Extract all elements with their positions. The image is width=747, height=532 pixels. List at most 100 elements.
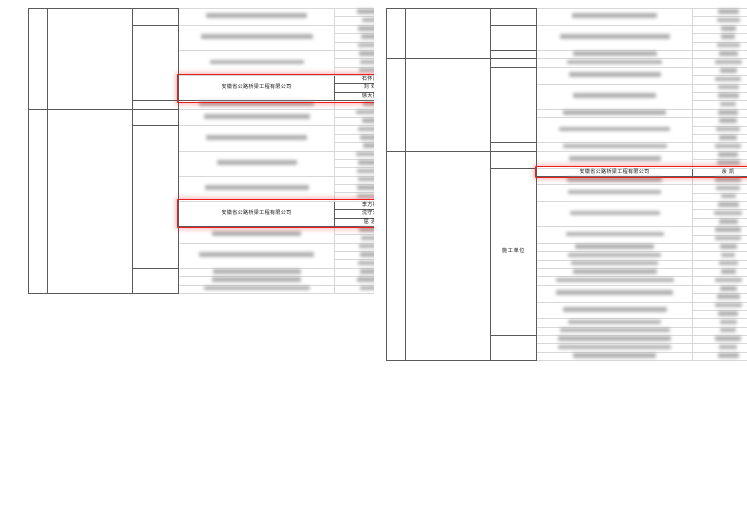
project-table-left[interactable]: 17京台国家高速公路安徽省方兴大道至马堰段改扩建工程建设单位施工单位安徽省公路桥… — [28, 8, 374, 294]
person-name-cell[interactable] — [693, 50, 747, 59]
organization-cell[interactable] — [179, 25, 335, 50]
person-name-cell[interactable] — [693, 151, 747, 159]
person-name-cell[interactable]: 刘 邓 — [335, 84, 375, 92]
person-name-cell[interactable] — [693, 67, 747, 75]
person-name-cell[interactable] — [693, 310, 747, 318]
person-name-cell[interactable] — [693, 176, 747, 184]
person-name-cell[interactable] — [693, 269, 747, 277]
organization-cell[interactable] — [537, 269, 693, 277]
organization-cell[interactable] — [179, 151, 335, 176]
person-name-cell[interactable] — [693, 193, 747, 201]
organization-cell[interactable] — [537, 352, 693, 360]
person-name-cell[interactable] — [693, 134, 747, 142]
organization-cell[interactable] — [537, 302, 693, 319]
person-name-cell[interactable] — [693, 336, 747, 344]
person-name-cell[interactable] — [693, 84, 747, 92]
person-name-cell[interactable] — [693, 93, 747, 101]
organization-cell[interactable] — [537, 176, 693, 184]
person-name-cell[interactable] — [335, 34, 375, 42]
organization-cell[interactable] — [537, 277, 693, 285]
person-name-cell[interactable]: 屈 波 — [335, 218, 375, 226]
person-name-cell[interactable] — [693, 9, 747, 17]
person-name-cell[interactable] — [693, 17, 747, 25]
organization-cell[interactable]: 安徽省公路桥梁工程有限公司 — [179, 76, 335, 101]
person-name-cell[interactable] — [335, 193, 375, 201]
organization-cell[interactable] — [179, 176, 335, 201]
person-name-cell[interactable] — [335, 168, 375, 176]
person-name-cell[interactable] — [693, 344, 747, 352]
organization-cell[interactable] — [179, 243, 335, 268]
table-row[interactable]: 34湖南省南县至益阳高速公路土建工程第6合同段南洞庭特大桥 建设单位 — [387, 9, 747, 17]
person-name-cell[interactable] — [693, 285, 747, 293]
person-name-cell[interactable] — [335, 243, 375, 251]
person-name-cell[interactable] — [693, 277, 747, 285]
organization-cell[interactable] — [537, 118, 693, 143]
person-name-cell[interactable] — [335, 134, 375, 142]
organization-cell[interactable] — [179, 9, 335, 26]
person-name-cell[interactable] — [693, 319, 747, 327]
organization-cell[interactable] — [179, 277, 335, 285]
person-name-cell[interactable] — [335, 176, 375, 184]
organization-cell[interactable] — [537, 243, 693, 251]
organization-cell[interactable] — [179, 109, 335, 126]
organization-cell[interactable] — [179, 285, 335, 293]
organization-cell[interactable] — [537, 252, 693, 260]
person-name-cell[interactable] — [335, 185, 375, 193]
organization-cell[interactable]: 安徽省公路桥梁工程有限公司 — [179, 201, 335, 226]
organization-cell[interactable]: 安徽省公路桥梁工程有限公司 — [537, 168, 693, 176]
person-name-cell[interactable] — [335, 42, 375, 50]
person-name-cell[interactable] — [693, 160, 747, 168]
person-name-cell[interactable] — [335, 277, 375, 285]
person-name-cell[interactable] — [693, 235, 747, 243]
person-name-cell[interactable] — [335, 9, 375, 17]
table-row[interactable]: 18北沿江高速公路巢湖至无为段 建设单位 — [29, 109, 375, 117]
person-name-cell[interactable] — [693, 202, 747, 210]
person-name-cell[interactable] — [693, 59, 747, 68]
organization-cell[interactable] — [537, 336, 693, 344]
person-name-cell[interactable] — [693, 294, 747, 302]
person-name-cell[interactable] — [335, 235, 375, 243]
organization-cell[interactable] — [179, 101, 335, 110]
person-name-cell[interactable] — [693, 25, 747, 33]
person-name-cell[interactable]: 石怀选 — [335, 76, 375, 84]
organization-cell[interactable] — [537, 67, 693, 84]
organization-cell[interactable] — [179, 126, 335, 151]
organization-cell[interactable] — [179, 50, 335, 75]
organization-cell[interactable] — [537, 185, 693, 202]
organization-cell[interactable] — [537, 84, 693, 109]
person-name-cell[interactable] — [335, 260, 375, 268]
person-name-cell[interactable] — [335, 143, 375, 151]
organization-cell[interactable] — [537, 227, 693, 244]
organization-cell[interactable] — [537, 143, 693, 152]
person-name-cell[interactable] — [335, 50, 375, 58]
organization-cell[interactable] — [537, 109, 693, 117]
organization-cell[interactable] — [537, 285, 693, 302]
organization-cell[interactable] — [537, 327, 693, 335]
person-name-cell[interactable] — [335, 59, 375, 67]
person-name-cell[interactable] — [693, 109, 747, 117]
person-name-cell[interactable]: 徐大振 — [335, 92, 375, 100]
person-name-cell[interactable] — [693, 126, 747, 134]
organization-cell[interactable] — [537, 25, 693, 50]
organization-cell[interactable] — [537, 319, 693, 327]
organization-cell[interactable] — [537, 260, 693, 268]
organization-cell[interactable] — [179, 268, 335, 276]
person-name-cell[interactable] — [693, 243, 747, 251]
person-name-cell[interactable] — [335, 109, 375, 117]
person-name-cell[interactable] — [693, 210, 747, 218]
person-name-cell[interactable] — [335, 67, 375, 75]
person-name-cell[interactable] — [693, 352, 747, 360]
person-name-cell[interactable] — [693, 34, 747, 42]
organization-cell[interactable] — [537, 9, 693, 26]
person-name-cell[interactable]: 余 凯 — [693, 168, 747, 176]
person-name-cell[interactable] — [335, 159, 375, 167]
person-name-cell[interactable] — [693, 260, 747, 268]
person-name-cell[interactable] — [335, 252, 375, 260]
person-name-cell[interactable] — [693, 252, 747, 260]
person-name-cell[interactable] — [693, 227, 747, 235]
project-table-right[interactable]: 34湖南省南县至益阳高速公路土建工程第6合同段南洞庭特大桥建设单位施工单位监理单… — [386, 8, 747, 361]
organization-cell[interactable] — [537, 151, 693, 168]
person-name-cell[interactable]: 李方根 — [335, 201, 375, 209]
person-name-cell[interactable] — [693, 101, 747, 109]
person-name-cell[interactable]: 沈守涛 — [335, 210, 375, 218]
